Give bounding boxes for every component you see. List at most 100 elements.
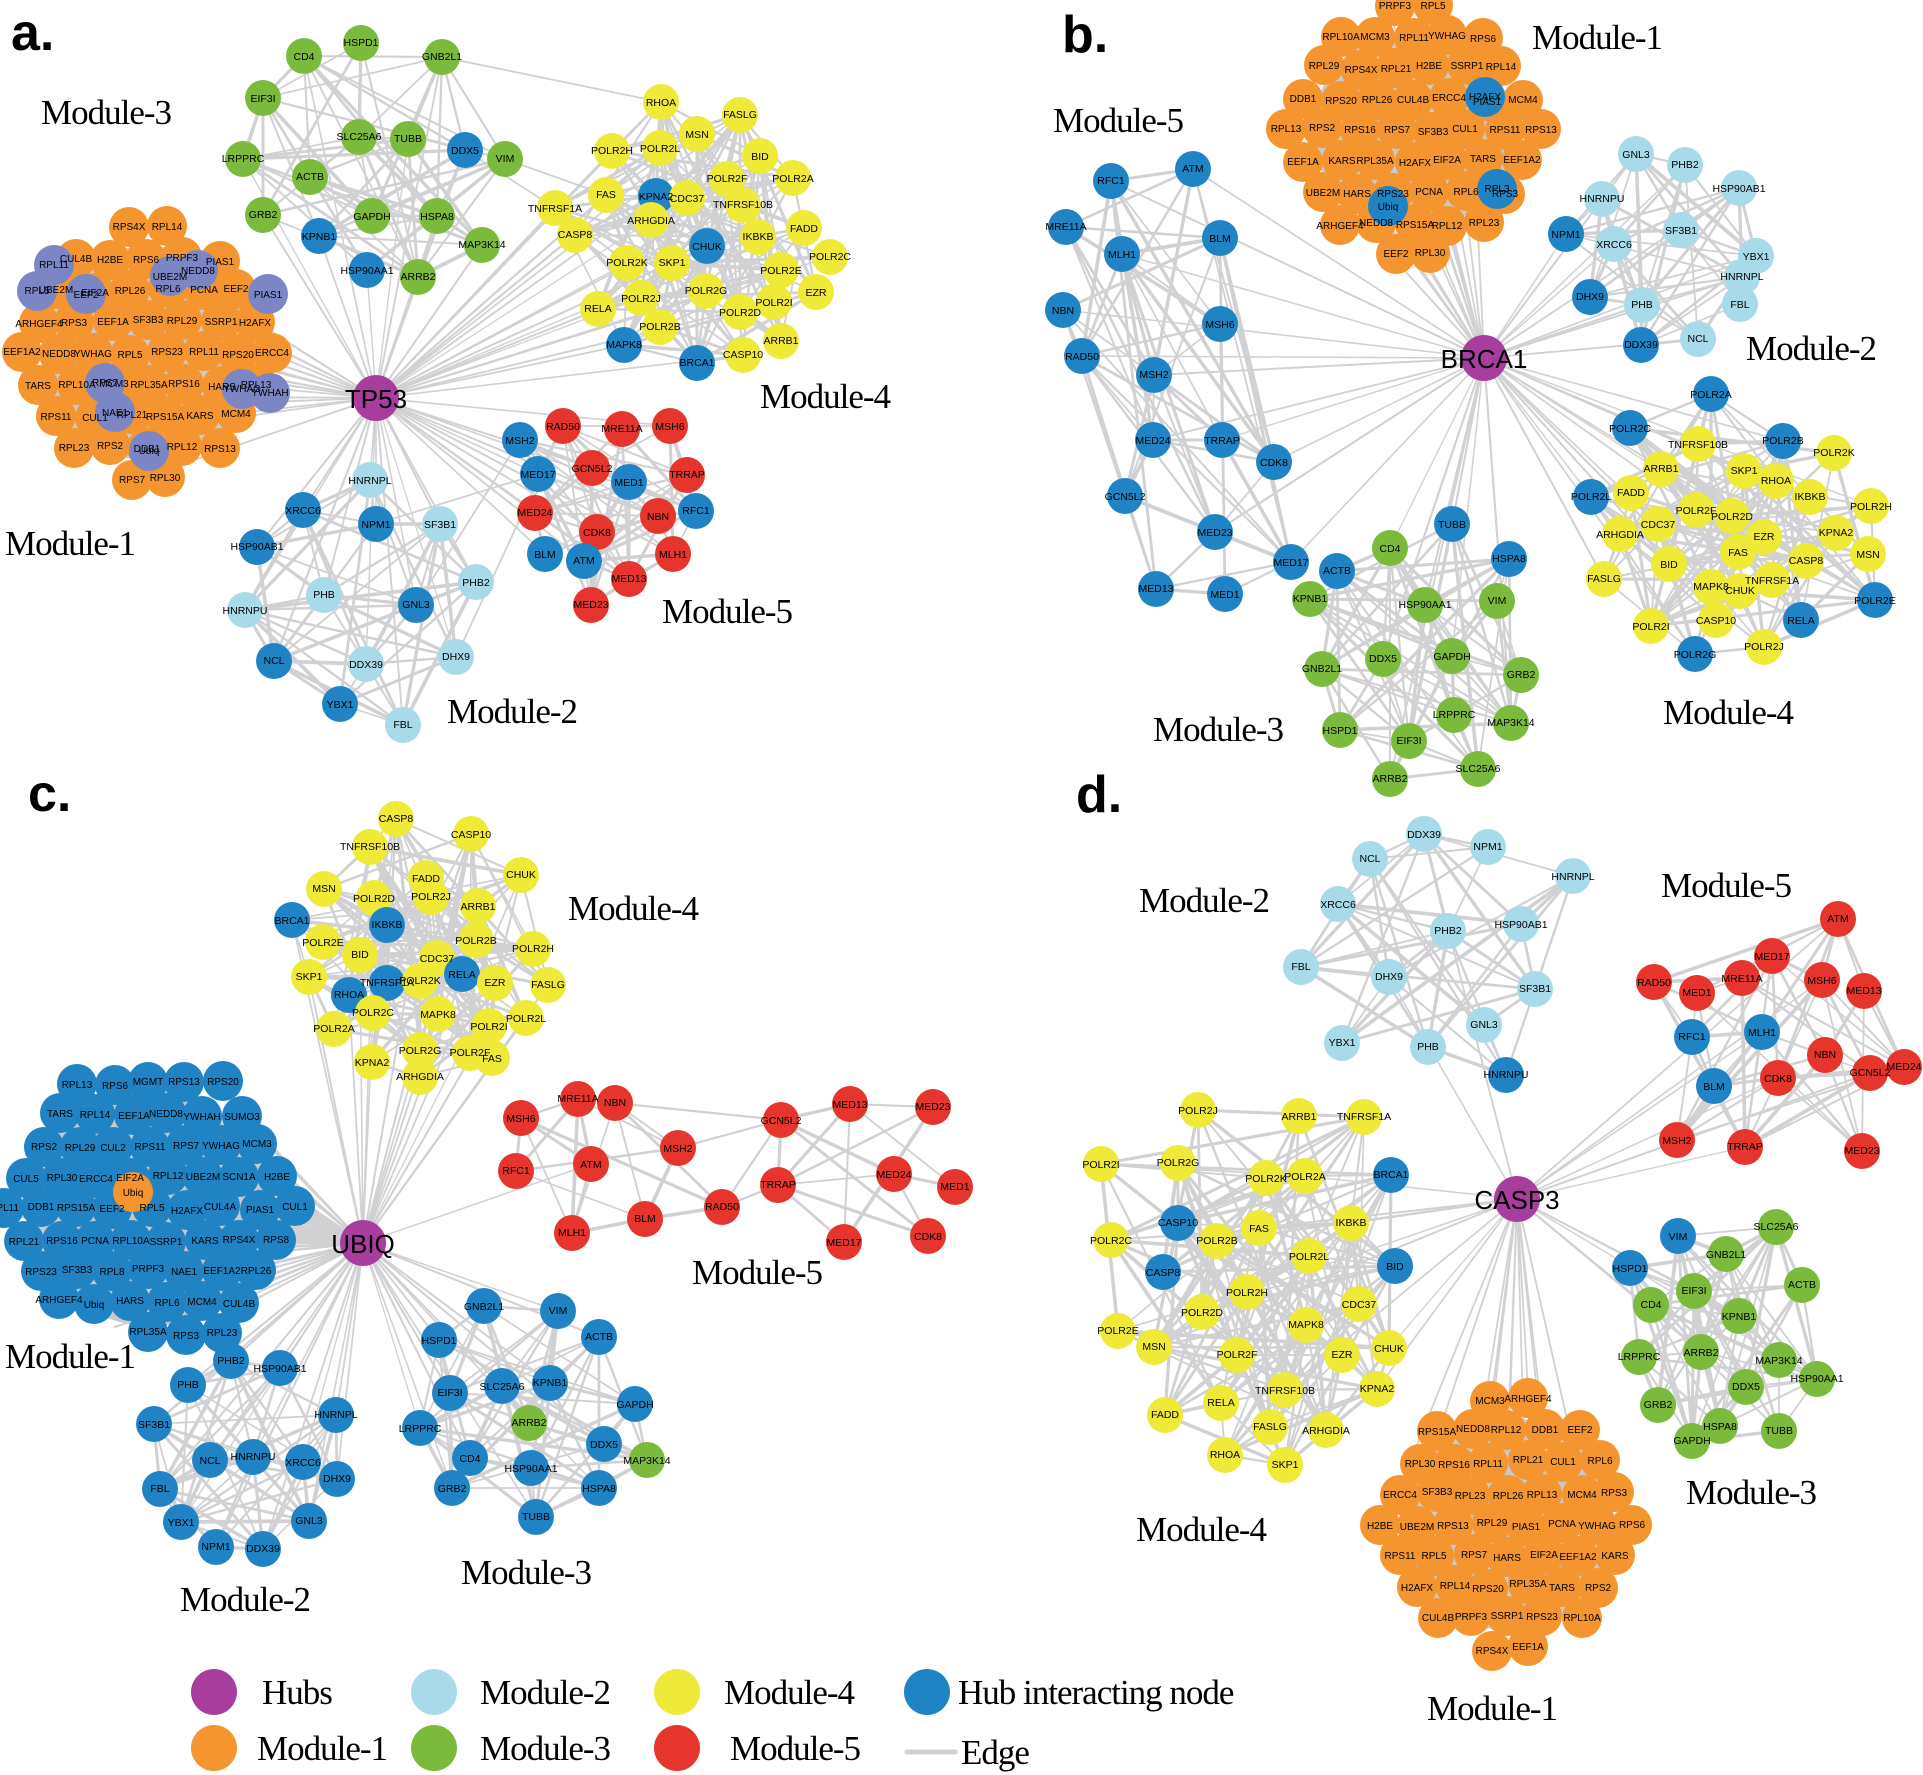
svg-text:HSPD1: HSPD1: [1612, 1263, 1647, 1275]
svg-text:DHX9: DHX9: [323, 1473, 351, 1485]
svg-text:Module-4: Module-4: [1663, 693, 1794, 732]
svg-text:RPL5: RPL5: [117, 350, 142, 361]
svg-text:RFC1: RFC1: [682, 505, 710, 517]
svg-text:PIAS1: PIAS1: [254, 290, 283, 301]
svg-text:FAS: FAS: [482, 1053, 502, 1065]
svg-text:POLR2D: POLR2D: [1711, 511, 1753, 523]
svg-text:CHUK: CHUK: [692, 241, 722, 253]
svg-text:MSH2: MSH2: [1139, 369, 1168, 381]
svg-text:RPL35A: RPL35A: [1356, 156, 1394, 167]
svg-text:FAS: FAS: [1249, 1223, 1269, 1235]
svg-text:BID: BID: [351, 949, 369, 961]
svg-text:RPL6: RPL6: [1587, 1456, 1612, 1467]
svg-text:POLR2F: POLR2F: [1217, 1349, 1258, 1361]
svg-text:TUBB: TUBB: [1765, 1425, 1793, 1437]
svg-text:RPS11: RPS11: [41, 412, 72, 423]
svg-text:RPS11: RPS11: [135, 1142, 166, 1153]
svg-text:H2AFX: H2AFX: [1399, 158, 1432, 169]
svg-text:POLR2L: POLR2L: [640, 143, 680, 155]
svg-text:POLR2E: POLR2E: [1097, 1325, 1138, 1337]
svg-text:RPL10A: RPL10A: [1563, 1613, 1601, 1624]
svg-text:RPL21: RPL21: [1513, 1455, 1544, 1466]
svg-text:RAD50: RAD50: [1065, 351, 1099, 363]
svg-text:SLC25A6: SLC25A6: [480, 1381, 525, 1393]
svg-text:CD4: CD4: [1640, 1299, 1661, 1311]
svg-text:HARS: HARS: [208, 382, 236, 393]
svg-text:YWHAG: YWHAG: [223, 384, 261, 395]
svg-text:MSN: MSN: [1142, 1341, 1165, 1353]
svg-text:EEF2: EEF2: [223, 284, 248, 295]
svg-text:MGMT: MGMT: [133, 1077, 164, 1088]
svg-text:MAP3K14: MAP3K14: [458, 239, 505, 251]
svg-text:YWHAG: YWHAG: [1428, 31, 1466, 42]
svg-text:NAE1: NAE1: [171, 1267, 198, 1278]
svg-text:EEF2: EEF2: [99, 1204, 124, 1215]
svg-text:a.: a.: [11, 4, 54, 62]
svg-text:RPS23: RPS23: [25, 1267, 57, 1278]
svg-text:DDX5: DDX5: [451, 145, 479, 157]
svg-text:ARHGEF4: ARHGEF4: [35, 1295, 83, 1306]
svg-text:RPL23: RPL23: [59, 443, 90, 454]
svg-text:HNRNPU: HNRNPU: [223, 605, 268, 617]
svg-text:SSRP1: SSRP1: [1491, 1611, 1524, 1622]
svg-text:RPL30: RPL30: [47, 1173, 78, 1184]
svg-text:RAD50: RAD50: [1637, 977, 1671, 989]
svg-text:Edge: Edge: [961, 1733, 1029, 1772]
svg-text:RPL13: RPL13: [1271, 124, 1302, 135]
svg-text:POLR2G: POLR2G: [1674, 649, 1717, 661]
svg-text:RPL5: RPL5: [1421, 1551, 1446, 1562]
svg-text:SF3B1: SF3B1: [1519, 983, 1551, 995]
svg-text:EIF3I: EIF3I: [250, 93, 275, 105]
svg-text:UBIQ: UBIQ: [331, 1229, 395, 1259]
svg-text:GAPDH: GAPDH: [1673, 1435, 1710, 1447]
svg-text:IKBKB: IKBKB: [372, 919, 403, 931]
svg-text:RPL11: RPL11: [1473, 1459, 1503, 1470]
svg-text:RPS15A: RPS15A: [146, 412, 185, 423]
svg-text:ARHGEF4: ARHGEF4: [15, 319, 63, 330]
svg-text:XRCC6: XRCC6: [285, 505, 321, 517]
svg-text:NCL: NCL: [1687, 333, 1708, 345]
svg-text:YBX1: YBX1: [1329, 1037, 1356, 1049]
svg-text:RPL8: RPL8: [99, 1267, 124, 1278]
svg-text:POLR2H: POLR2H: [1850, 501, 1892, 513]
svg-text:POLR2J: POLR2J: [1178, 1105, 1218, 1117]
svg-text:RPL10A: RPL10A: [1322, 32, 1360, 43]
svg-text:Hub interacting node: Hub interacting node: [958, 1673, 1234, 1712]
svg-text:BRCA1: BRCA1: [1441, 344, 1528, 374]
svg-text:FADD: FADD: [1151, 1409, 1179, 1421]
svg-text:FAS: FAS: [596, 189, 616, 201]
svg-text:POLR2F: POLR2F: [1676, 505, 1717, 517]
svg-text:H2AFX: H2AFX: [1469, 92, 1502, 103]
svg-text:b.: b.: [1062, 6, 1108, 64]
svg-text:FASLG: FASLG: [531, 979, 565, 991]
svg-text:RPS16: RPS16: [168, 379, 200, 390]
svg-text:PRPF3: PRPF3: [1455, 1612, 1488, 1623]
svg-text:MCM3: MCM3: [1475, 1396, 1505, 1407]
svg-text:TRRAP: TRRAP: [760, 1179, 796, 1191]
svg-text:TUBB: TUBB: [1438, 519, 1466, 531]
svg-text:MLH1: MLH1: [1748, 1027, 1776, 1039]
svg-text:UBE2M: UBE2M: [1400, 1522, 1434, 1533]
svg-text:POLR2J: POLR2J: [621, 293, 661, 305]
svg-text:CDC37: CDC37: [1641, 519, 1676, 531]
svg-text:MED23: MED23: [1844, 1145, 1879, 1157]
svg-text:SF3B3: SF3B3: [1422, 1487, 1453, 1498]
svg-text:TARS: TARS: [1470, 154, 1496, 165]
svg-text:POLR2D: POLR2D: [1181, 1307, 1223, 1319]
svg-text:SSRP1: SSRP1: [150, 1237, 183, 1248]
svg-text:MCM3: MCM3: [99, 379, 129, 390]
svg-text:BRCA1: BRCA1: [274, 915, 309, 927]
svg-text:EIF3I: EIF3I: [1396, 735, 1421, 747]
svg-text:HSP90AA1: HSP90AA1: [504, 1463, 557, 1475]
svg-text:MAPK8: MAPK8: [420, 1009, 456, 1021]
svg-text:ATM: ATM: [1827, 913, 1848, 925]
svg-text:YWHAG: YWHAG: [74, 349, 112, 360]
svg-text:RPL26: RPL26: [115, 286, 146, 297]
svg-text:CUL1: CUL1: [282, 1202, 308, 1213]
svg-text:EEF2: EEF2: [1567, 1425, 1592, 1436]
svg-text:HSP90AB1: HSP90AB1: [230, 541, 283, 553]
svg-text:RPL26: RPL26: [1493, 1491, 1524, 1502]
svg-text:POLR2G: POLR2G: [399, 1045, 442, 1057]
svg-text:TNFRSF1A: TNFRSF1A: [528, 203, 582, 215]
svg-text:RPL23: RPL23: [207, 1328, 238, 1339]
